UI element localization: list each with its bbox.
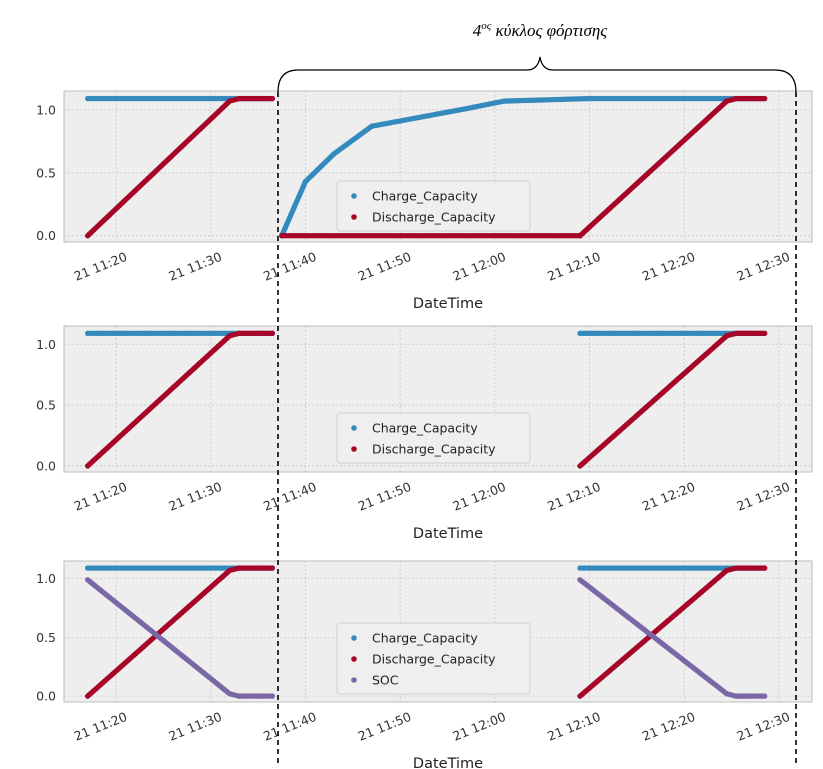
legend-entry: Discharge_Capacity — [372, 210, 496, 225]
legend-box — [336, 180, 531, 232]
legend-marker — [351, 214, 357, 220]
y-tick-label: 1.0 — [36, 571, 56, 586]
legend-marker — [351, 635, 357, 641]
x-tick-label: 21 12:20 — [640, 479, 697, 514]
x-axis-label: DateTime — [413, 526, 483, 542]
legend-box — [336, 622, 531, 695]
x-tick-label: 21 11:20 — [72, 709, 129, 744]
chart-panel-1: 0.0 0.5 1.0 21 11:20 21 11:30 21 11:40 21 11:5… — [36, 90, 813, 312]
x-axis-label: DateTime — [413, 756, 483, 769]
data-point — [269, 330, 276, 336]
legend-marker — [351, 193, 357, 199]
legend: Charge_Capacity Discharge_Capacity SOC — [336, 622, 531, 695]
data-point — [761, 95, 768, 102]
legend-box — [336, 412, 531, 464]
x-tick-label: 21 12:10 — [545, 709, 602, 744]
x-tick-label: 21 11:30 — [166, 249, 223, 284]
legend: Charge_Capacity Discharge_Capacity — [336, 412, 531, 464]
x-tick-label: 21 12:20 — [640, 249, 697, 284]
data-point — [761, 330, 768, 336]
x-tick-label: 21 12:20 — [640, 709, 697, 744]
x-tick-label: 21 11:50 — [356, 709, 413, 744]
y-tick-label: 1.0 — [36, 337, 56, 352]
x-tick-label: 21 12:00 — [450, 709, 507, 744]
x-tick-label: 21 11:20 — [72, 249, 129, 284]
y-tick-label: 0.0 — [36, 458, 56, 473]
x-tick-label: 21 12:00 — [450, 249, 507, 284]
x-tick-label: 21 11:40 — [261, 479, 318, 514]
legend-marker — [351, 656, 357, 662]
legend-entry: Charge_Capacity — [372, 631, 478, 646]
x-tick-label: 21 11:40 — [261, 249, 318, 284]
data-point — [269, 693, 276, 699]
series-Discharge_Capacity — [84, 330, 768, 469]
x-tick-label: 21 12:00 — [450, 479, 507, 514]
cycle-brace — [277, 56, 797, 93]
x-tick-label: 21 11:20 — [72, 479, 129, 514]
y-tick-label: 0.0 — [36, 689, 56, 704]
x-tick-label: 21 11:50 — [356, 479, 413, 514]
legend-entry: Discharge_Capacity — [372, 442, 496, 457]
cycle-annotation: 4ος κύκλος φόρτισης — [277, 20, 797, 765]
series-Discharge_Capacity — [84, 95, 768, 239]
chart-panel-2: 0.0 0.5 1.0 21 11:20 21 11:30 21 11:40 21 11:5… — [36, 325, 813, 542]
legend-entry: SOC — [372, 673, 399, 688]
x-tick-label: 21 12:30 — [735, 249, 792, 284]
data-point — [269, 565, 276, 571]
chart-panel-3: 0.0 0.5 1.0 21 11:20 21 11:30 21 11:40 21 11:5… — [36, 560, 813, 769]
y-tick-label: 0.5 — [36, 398, 56, 413]
x-tick-label: 21 12:10 — [545, 249, 602, 284]
x-tick-label: 21 11:50 — [356, 249, 413, 284]
x-tick-label: 21 11:30 — [166, 479, 223, 514]
legend: Charge_Capacity Discharge_Capacity — [336, 180, 531, 232]
legend-entry: Charge_Capacity — [372, 421, 478, 436]
legend-entry: Discharge_Capacity — [372, 652, 496, 667]
x-axis-label: DateTime — [413, 296, 483, 312]
y-tick-label: 1.0 — [36, 102, 56, 117]
series-SOC — [84, 577, 768, 699]
x-tick-label: 21 12:30 — [735, 479, 792, 514]
x-tick-label: 21 11:30 — [166, 709, 223, 744]
data-point — [761, 693, 768, 699]
legend-marker — [351, 677, 357, 683]
x-tick-label: 21 12:30 — [735, 709, 792, 744]
x-tick-label: 21 12:10 — [545, 479, 602, 514]
legend-entry: Charge_Capacity — [372, 189, 478, 204]
panels: 0.0 0.5 1.0 21 11:20 21 11:30 21 11:40 21 11:5… — [36, 90, 813, 769]
annotation-label: 4ος κύκλος φόρτισης — [473, 20, 608, 40]
y-tick-label: 0.5 — [36, 630, 56, 645]
data-point — [761, 565, 768, 571]
y-tick-label: 0.0 — [36, 228, 56, 243]
legend-marker — [351, 425, 357, 431]
x-tick-label: 21 11:40 — [261, 709, 318, 744]
series-Discharge_Capacity — [84, 565, 768, 699]
data-point — [269, 95, 276, 102]
legend-marker — [351, 446, 357, 452]
y-tick-label: 0.5 — [36, 165, 56, 180]
